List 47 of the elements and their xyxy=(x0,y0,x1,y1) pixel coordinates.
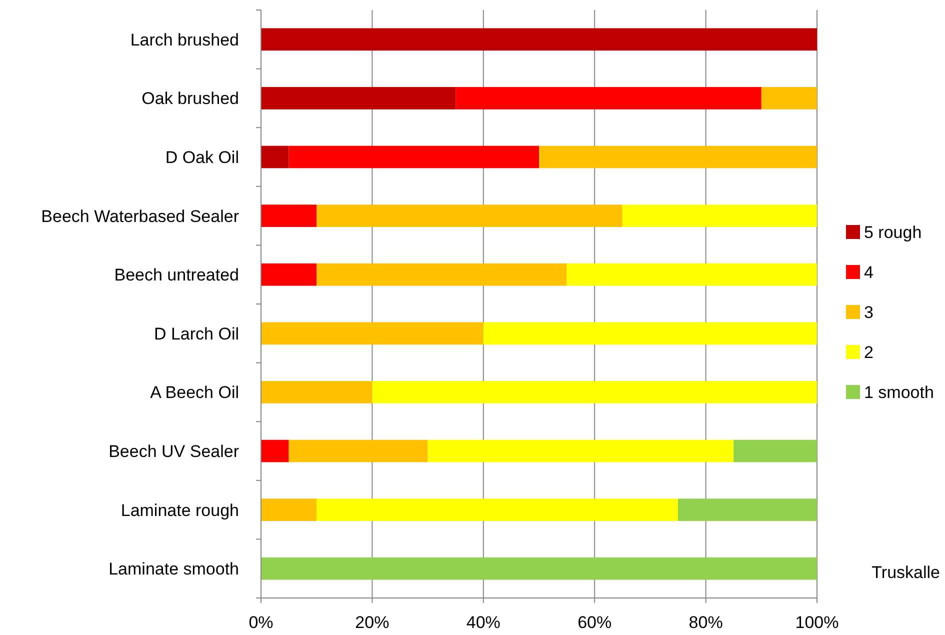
legend-label: 3 xyxy=(864,302,874,322)
bar xyxy=(261,322,484,345)
bar xyxy=(261,498,317,521)
y-tick-label: Beech UV Sealer xyxy=(108,442,240,461)
bar xyxy=(622,204,817,227)
x-tick-label: 0% xyxy=(248,613,274,632)
bar xyxy=(456,87,762,110)
y-tick-label: D Larch Oil xyxy=(154,324,239,344)
bar xyxy=(316,263,567,286)
bar xyxy=(261,146,289,168)
legend-label: 5 rough xyxy=(864,222,922,242)
bar xyxy=(372,381,817,404)
bar xyxy=(261,87,456,110)
x-tick-label: 20% xyxy=(355,613,390,632)
y-tick-label: Larch brushed xyxy=(130,30,239,50)
bar xyxy=(316,204,622,227)
y-tick-label: D Oak Oil xyxy=(165,148,239,167)
x-tick-label: 60% xyxy=(578,613,612,632)
bar xyxy=(261,204,317,227)
y-tick-label: Oak brushed xyxy=(142,89,239,108)
legend-label: 2 xyxy=(864,342,874,362)
y-tick-label: A Beech Oil xyxy=(150,383,239,402)
bar xyxy=(734,440,817,462)
bar xyxy=(288,440,428,462)
bar xyxy=(261,28,817,51)
y-tick-label: Laminate rough xyxy=(120,500,239,520)
bar xyxy=(261,263,317,286)
bar xyxy=(428,440,734,462)
y-tick-label: Beech Waterbased Sealer xyxy=(41,206,240,226)
bar xyxy=(678,498,817,521)
bar xyxy=(483,322,817,345)
bar xyxy=(261,440,289,462)
bar xyxy=(261,381,372,404)
bar xyxy=(261,557,817,580)
y-tick-label: Beech untreated xyxy=(114,266,239,285)
bar xyxy=(288,146,539,168)
bar xyxy=(539,146,817,168)
legend-label: 1 smooth xyxy=(864,382,934,402)
bar xyxy=(566,263,817,286)
x-tick-label: 100% xyxy=(795,613,839,632)
bar xyxy=(316,498,678,521)
legend-label: 4 xyxy=(864,262,874,282)
bar xyxy=(761,87,817,110)
x-tick-label: 40% xyxy=(466,613,500,632)
x-tick-label: 80% xyxy=(688,613,723,632)
text: Truskalle xyxy=(872,563,940,582)
y-tick-label: Laminate smooth xyxy=(108,560,239,579)
